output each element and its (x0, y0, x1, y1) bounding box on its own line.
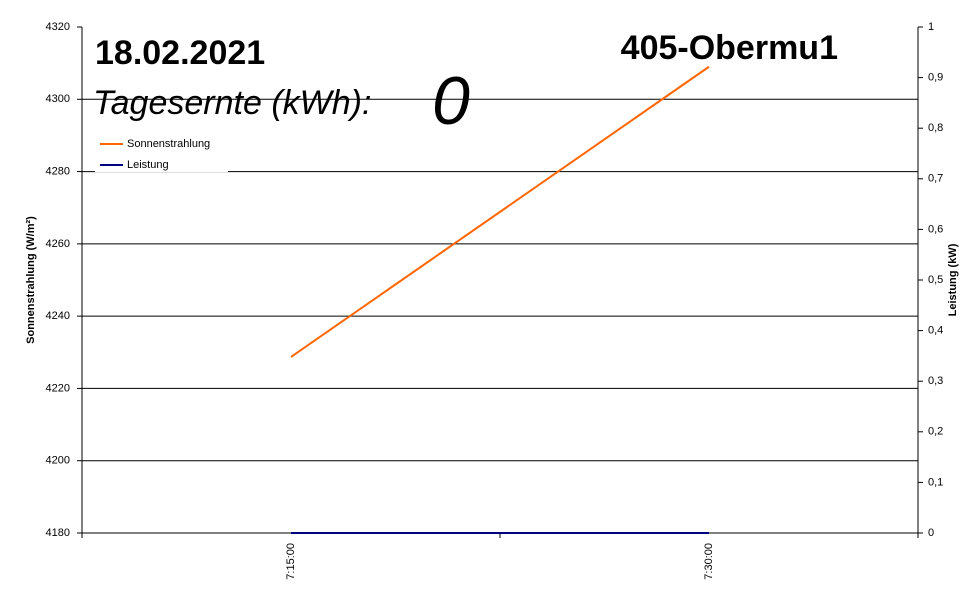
series-line (290, 65, 710, 358)
y2-tick-label: 0,4 (928, 325, 943, 337)
y-tick-label: 4260 (46, 238, 70, 250)
chart-title: 405-Obermu1 (621, 29, 838, 67)
y2-tick-label: 0,6 (928, 223, 943, 235)
yield-label: Tagesernte (kWh): (93, 84, 371, 122)
x-tick-label: 7:30:00 (703, 543, 715, 580)
y2-tick-label: 0,8 (928, 122, 943, 134)
y2-tick-label: 0,2 (928, 426, 943, 438)
y-tick-label: 4240 (46, 310, 70, 322)
legend-label: Sonnenstrahlung (127, 138, 210, 150)
y2-tick-label: 0 (928, 527, 934, 539)
y-tick-label: 4280 (46, 165, 70, 177)
date: 18.02.2021 (95, 34, 265, 72)
y2-tick-label: 0,5 (928, 274, 943, 286)
y-tick-label: 4200 (46, 455, 70, 467)
y2-tick-label: 0,3 (928, 375, 943, 387)
y-tick-label: 4300 (46, 93, 70, 105)
y2-tick-label: 0,9 (928, 72, 943, 84)
y-tick-label: 4220 (46, 382, 70, 394)
y-tick-label: 4180 (46, 527, 70, 539)
legend-label: Leistung (127, 159, 169, 171)
x-tick-label: 7:15:00 (285, 543, 297, 580)
y2-tick-label: 0,1 (928, 476, 943, 488)
yield-value: 0 (432, 63, 470, 139)
y2-tick-label: 1 (928, 21, 934, 33)
y-axis-label: Sonnenstrahlung (W/m²) (25, 216, 37, 344)
y2-tick-label: 0,7 (928, 173, 943, 185)
y-tick-label: 4320 (46, 21, 70, 33)
y2-axis-label: Leistung (kW) (947, 243, 959, 316)
